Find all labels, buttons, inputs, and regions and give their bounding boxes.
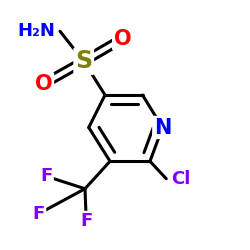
Text: F: F	[40, 167, 52, 185]
Text: O: O	[114, 29, 131, 49]
Text: F: F	[32, 205, 45, 223]
Text: N: N	[154, 118, 171, 138]
Text: S: S	[75, 49, 92, 73]
Text: F: F	[80, 212, 92, 230]
Text: Cl: Cl	[171, 170, 191, 188]
Text: H₂N: H₂N	[17, 22, 55, 40]
Text: O: O	[35, 74, 52, 94]
